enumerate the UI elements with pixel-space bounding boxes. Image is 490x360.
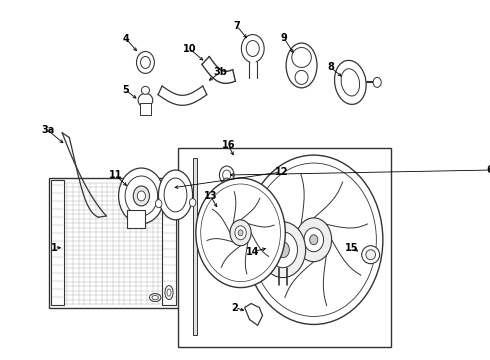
Bar (194, 158, 197, 336)
Ellipse shape (335, 60, 366, 104)
Bar (178, 148, 391, 347)
Circle shape (304, 228, 323, 252)
Ellipse shape (292, 48, 311, 67)
Text: 3a: 3a (41, 125, 54, 135)
Circle shape (260, 222, 306, 278)
Text: 8: 8 (327, 62, 334, 72)
Circle shape (242, 35, 264, 62)
Ellipse shape (158, 170, 193, 220)
Circle shape (245, 155, 383, 324)
Circle shape (268, 232, 297, 268)
Circle shape (189, 199, 196, 207)
Text: 5: 5 (122, 85, 129, 95)
Ellipse shape (141, 104, 150, 112)
Text: 2: 2 (231, 302, 238, 312)
Circle shape (296, 218, 332, 262)
Circle shape (137, 51, 154, 73)
Circle shape (196, 178, 285, 288)
Text: 1: 1 (51, 243, 58, 253)
Ellipse shape (164, 178, 187, 212)
Ellipse shape (366, 250, 375, 260)
Text: 10: 10 (183, 44, 196, 54)
Circle shape (276, 242, 290, 258)
Ellipse shape (362, 246, 380, 264)
Text: 9: 9 (280, 32, 287, 42)
Text: 6: 6 (487, 165, 490, 175)
Polygon shape (245, 303, 263, 325)
Text: 4: 4 (122, 33, 129, 44)
Bar (140, 103, 151, 115)
Ellipse shape (138, 93, 153, 107)
Circle shape (133, 186, 149, 206)
Circle shape (222, 170, 231, 180)
Text: 13: 13 (204, 191, 217, 201)
Text: 15: 15 (345, 243, 359, 253)
Ellipse shape (341, 69, 360, 96)
Text: 14: 14 (246, 247, 260, 257)
Bar (162, 180, 176, 305)
Circle shape (220, 166, 234, 184)
Circle shape (230, 220, 251, 246)
Text: 7: 7 (233, 21, 240, 31)
Circle shape (235, 226, 246, 240)
Ellipse shape (295, 71, 308, 84)
Ellipse shape (286, 43, 317, 88)
Circle shape (373, 77, 381, 87)
Bar (51, 180, 64, 305)
Text: 16: 16 (221, 140, 235, 150)
Text: 11: 11 (109, 170, 122, 180)
Text: 12: 12 (274, 167, 288, 177)
Circle shape (141, 57, 150, 68)
Circle shape (310, 235, 318, 245)
Circle shape (201, 184, 280, 282)
Ellipse shape (142, 86, 149, 94)
Circle shape (119, 168, 164, 224)
Bar (49, 178, 192, 307)
Circle shape (238, 230, 243, 236)
Circle shape (222, 178, 231, 188)
Bar (127, 210, 145, 228)
Circle shape (137, 191, 146, 201)
Circle shape (246, 41, 259, 57)
Circle shape (125, 176, 158, 216)
Text: 3b: 3b (213, 67, 227, 77)
Circle shape (155, 200, 162, 208)
